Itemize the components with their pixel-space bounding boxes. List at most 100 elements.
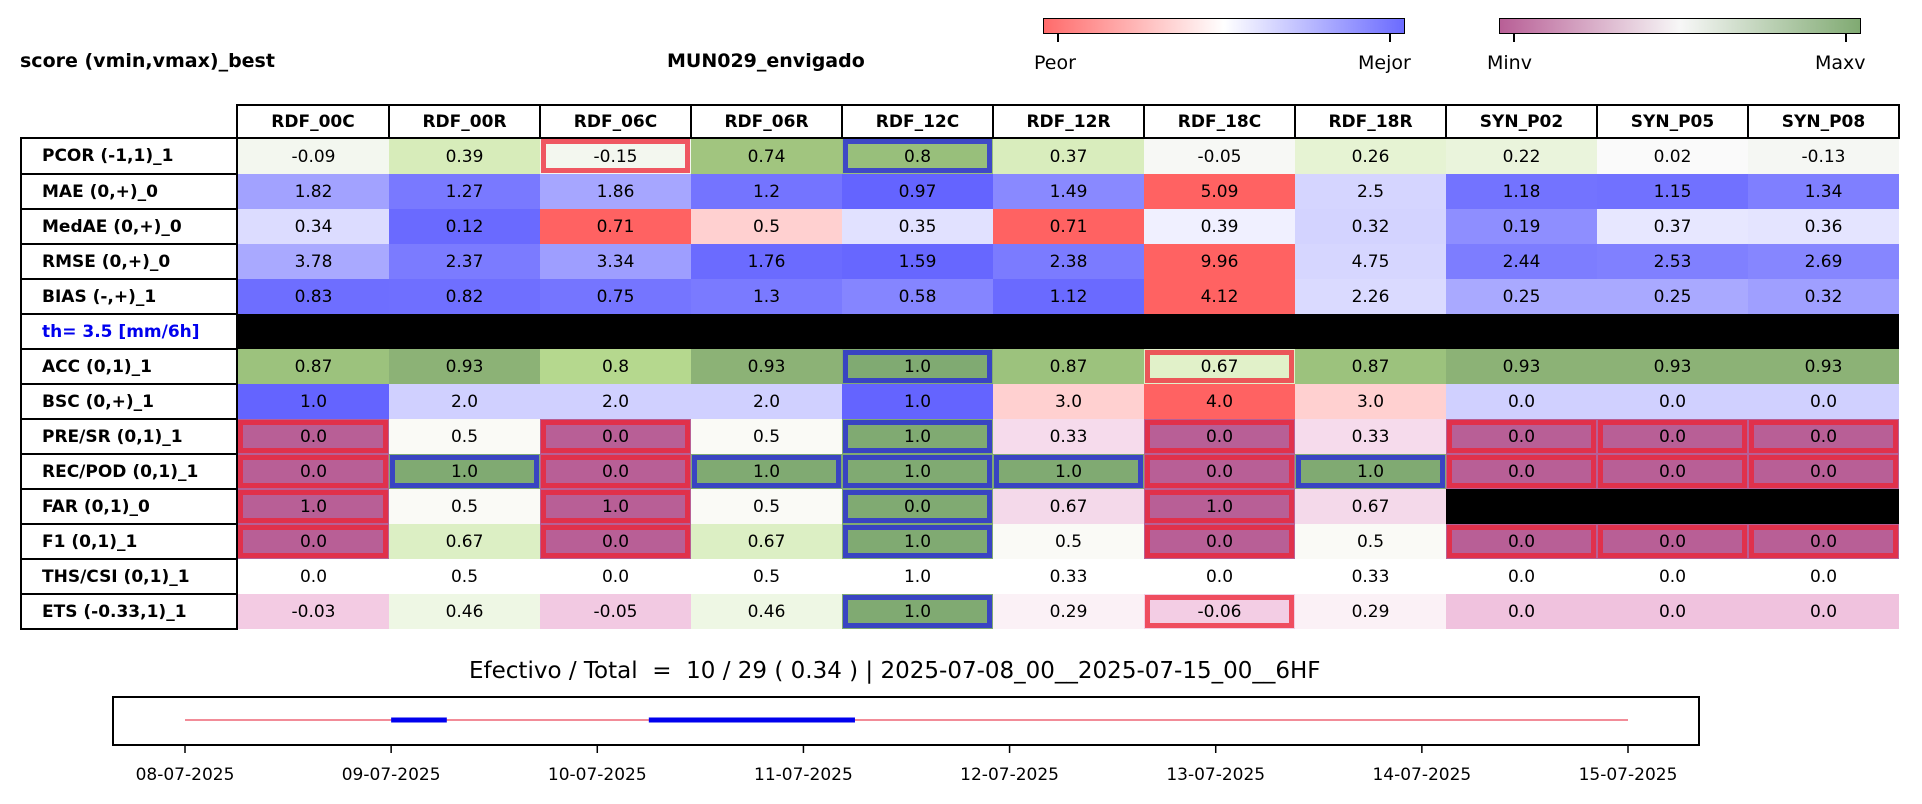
table-corner [21,105,237,138]
colorbar-label-low: Minv [1487,52,1532,74]
table-cell: 0.0 [1144,559,1295,594]
table-cell: 0.5 [389,419,540,454]
table-cell: 0.34 [237,209,389,244]
table-cell: 0.0 [1597,419,1748,454]
column-header: RDF_12C [841,104,994,139]
table-cell: 0.83 [237,279,389,314]
table-cell: 0.0 [540,419,691,454]
column-header: SYN_P05 [1596,104,1749,139]
table-cell: 0.5 [1295,524,1446,559]
table-cell: 1.18 [1446,174,1597,209]
table-cell: 0.29 [993,594,1144,629]
table-cell: 0.0 [1748,524,1899,559]
table-row: PRE/SR (0,1)_1 0.0 0.5 0.0 0.5 1.0 0.33 0.0 0.33… [20,418,1899,455]
table-cell: 0.33 [1295,559,1446,594]
table-cell: -0.06 [1144,594,1295,629]
table-cell: 1.82 [237,174,389,209]
table-cell: 0.39 [1144,209,1295,244]
timeline-plot: 08-07-2025 09-07-2025 10-07-2025 11-07-2025… [136,717,1677,785]
colorbar-label-high: Maxv [1815,52,1866,74]
table-cell: 0.25 [1597,279,1748,314]
left-title: score (vmin,vmax)_best [20,50,275,72]
timeline-tick-label: 13-07-2025 [1166,765,1265,785]
table-cell: 2.44 [1446,244,1597,279]
table-cell [1597,489,1748,524]
row-header: ETS (-0.33,1)_1 [20,593,238,630]
column-header: RDF_12R [992,104,1145,139]
row-header: MedAE (0,+)_0 [20,208,238,245]
table-cell: 0.5 [993,524,1144,559]
table-cell: 0.0 [1144,454,1295,489]
colorbar-tick [1513,34,1515,42]
table-row: PCOR (-1,1)_1 -0.09 0.39 -0.15 0.74 0.8 0.37 -0… [20,137,1899,175]
table-cell: 2.69 [1748,244,1899,279]
column-header: RDF_06R [690,104,843,139]
table-cell: 2.53 [1597,244,1748,279]
table-cell: 2.0 [389,384,540,419]
table-row: ACC (0,1)_1 0.87 0.93 0.8 0.93 1.0 0.87 0.67 0.8… [20,348,1899,385]
table-cell: 2.38 [993,244,1144,279]
row-header: FAR (0,1)_0 [20,488,238,525]
table-cell: 0.0 [1597,594,1748,629]
table-cell: 0.0 [842,489,993,524]
colorbar-score [1043,18,1405,34]
station-title: MUN029_envigado [667,50,865,72]
table-cell: 0.5 [389,489,540,524]
table-cell: 1.0 [993,454,1144,489]
table-cell: 2.0 [691,384,842,419]
table-cell: 0.8 [540,349,691,384]
timeline-tick-label: 08-07-2025 [136,765,235,785]
table-cell: 0.0 [540,454,691,489]
timeline-tick-label: 12-07-2025 [960,765,1059,785]
table-cell: 0.0 [1748,559,1899,594]
table-cell: 0.0 [1597,384,1748,419]
table-cell: 0.02 [1597,138,1748,174]
table-cell: 0.67 [389,524,540,559]
score-table: RDF_00C RDF_00R RDF_06C RDF_06R RDF_12C RDF_1… [20,104,1900,630]
table-cell: 0.39 [389,138,540,174]
table-cell: 0.33 [993,419,1144,454]
table-row: MAE (0,+)_0 1.82 1.27 1.86 1.2 0.97 1.49 5.09 2.… [20,173,1899,210]
table-cell: 0.25 [1446,279,1597,314]
table-cell: 0.74 [691,138,842,174]
table-cell: 0.32 [1748,279,1899,314]
table-cell: 0.8 [842,138,993,174]
table-cell: 0.67 [1295,489,1446,524]
table-cell: 2.26 [1295,279,1446,314]
timeline-tick-label: 10-07-2025 [548,765,647,785]
table-cell: -0.03 [237,594,389,629]
table-cell: 9.96 [1144,244,1295,279]
table-cell: 0.0 [1597,559,1748,594]
table-cell: 3.78 [237,244,389,279]
table-cell: 0.0 [1748,419,1899,454]
table-row: MedAE (0,+)_0 0.34 0.12 0.71 0.5 0.35 0.71 0.39… [20,208,1899,245]
table-cell: 0.19 [1446,209,1597,244]
table-cell: 0.0 [1446,454,1597,489]
colorbar-label-low: Peor [1034,52,1076,74]
colorbar-label-high: Mejor [1358,52,1411,74]
table-cell: 0.97 [842,174,993,209]
table-cell: 3.0 [993,384,1144,419]
table-cell: 1.0 [1295,454,1446,489]
table-cell: 0.93 [691,349,842,384]
table-cell: 0.0 [540,559,691,594]
table-cell: 0.36 [1748,209,1899,244]
table-cell: 0.0 [237,454,389,489]
timeline-tick-label: 11-07-2025 [754,765,853,785]
table-cell: 2.37 [389,244,540,279]
table-row: th= 3.5 [mm/6h] [20,313,1899,350]
table-cell: 0.75 [540,279,691,314]
table-cell: 1.0 [691,454,842,489]
table-row: ETS (-0.33,1)_1 -0.03 0.46 -0.05 0.46 1.0 0.29… [20,593,1899,630]
table-cell: 1.59 [842,244,993,279]
table-cell: 1.76 [691,244,842,279]
table-cell: 0.0 [1748,594,1899,629]
column-header: RDF_18C [1143,104,1296,139]
row-header: MAE (0,+)_0 [20,173,238,210]
table-cell: 0.87 [993,349,1144,384]
column-header: SYN_P02 [1445,104,1598,139]
table-cell: -0.05 [1144,138,1295,174]
table-cell: 4.0 [1144,384,1295,419]
column-header: SYN_P08 [1747,104,1900,139]
table-cell: 0.67 [1144,349,1295,384]
